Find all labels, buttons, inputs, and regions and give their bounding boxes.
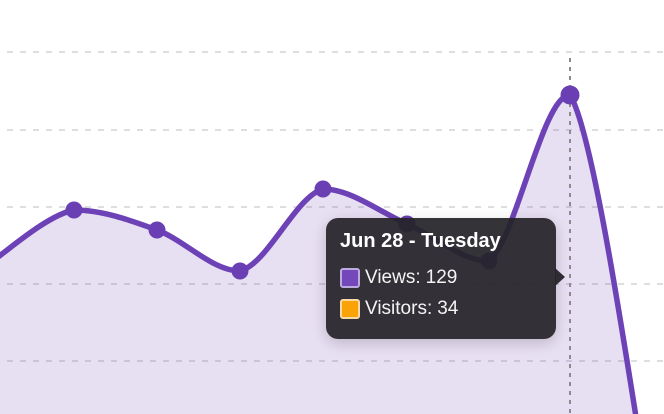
data-point-dot[interactable] — [314, 180, 332, 198]
tooltip-row-visitors: Visitors: 34 — [340, 295, 542, 322]
highlighted-data-point-dot[interactable] — [560, 85, 580, 105]
tooltip-visitors-label: Visitors: — [365, 297, 433, 319]
chart-tooltip: Jun 28 - Tuesday Views: 129 Visitors: 34 — [326, 218, 565, 339]
tooltip-views-value: 129 — [425, 266, 458, 288]
views-line-series[interactable] — [0, 92, 653, 414]
tooltip-title: Jun 28 - Tuesday — [340, 230, 501, 252]
data-point-dot[interactable] — [148, 221, 166, 239]
tooltip-arrow — [555, 268, 565, 286]
data-point-dot[interactable] — [65, 201, 83, 219]
tooltip-views-label: Views: — [365, 266, 421, 288]
tooltip-visitors-value: 34 — [437, 297, 459, 319]
tooltip-row-views: Views: 129 — [340, 264, 542, 291]
visitors-swatch-icon — [340, 298, 360, 319]
views-swatch-icon — [340, 267, 360, 288]
data-point-dot[interactable] — [231, 262, 249, 280]
